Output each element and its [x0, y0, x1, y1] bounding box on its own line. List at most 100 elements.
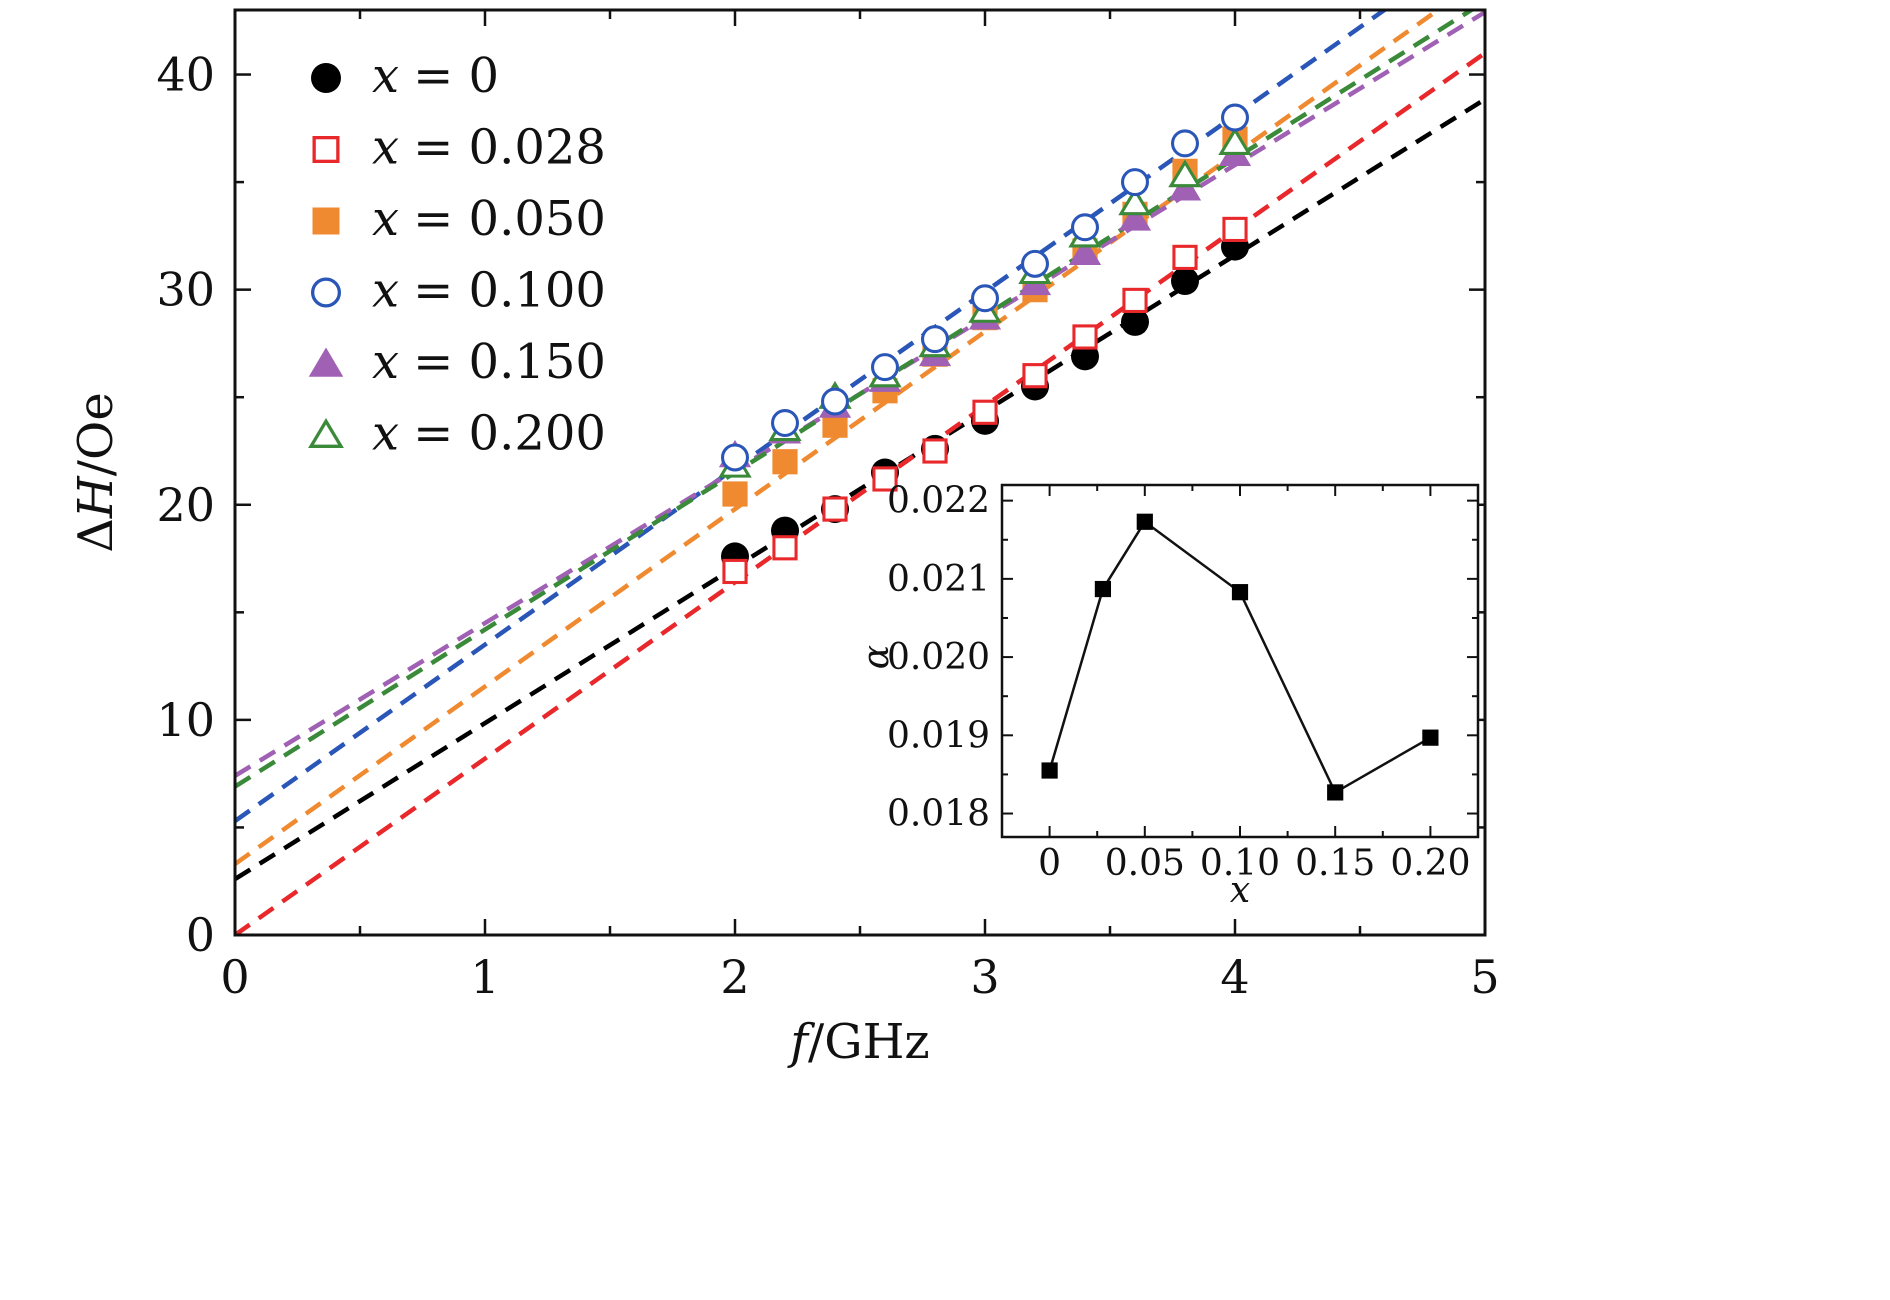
legend-label-series-3: x = 0.100: [372, 263, 606, 319]
fit-line-series-3: [235, 10, 1389, 823]
inset-y-label: α: [856, 645, 897, 669]
data-point-series-5: [1168, 159, 1202, 188]
y-tick-label: 40: [156, 48, 215, 102]
inset-x-tick-label: 0.15: [1295, 843, 1375, 884]
y-axis-var: H: [68, 475, 124, 519]
legend-var: x: [372, 263, 399, 319]
data-point-series-1: [972, 399, 998, 425]
inset-x-tick-label: 0.20: [1390, 843, 1470, 884]
legend-label-series-1: x = 0.028: [372, 120, 606, 176]
legend-label-series-4: x = 0.150: [372, 334, 606, 390]
inset-y-tick-label: 0.018: [887, 794, 990, 835]
legend-var: x: [372, 334, 399, 390]
data-point-series-4: [1068, 237, 1102, 265]
inset-x-label: x: [1230, 870, 1250, 911]
data-point-series-1: [1222, 216, 1248, 243]
legend-eq: = 0.050: [413, 191, 606, 247]
inset-y-tick-label: 0.020: [887, 637, 990, 678]
y-axis-delta: Δ: [68, 518, 124, 553]
inset-frame: [1000, 483, 1480, 839]
data-point-series-4: [1118, 203, 1152, 231]
legend-marker-series-2: [312, 207, 340, 235]
fit-line-series-2: [235, 10, 1442, 866]
data-point-series-1: [922, 438, 948, 464]
data-point-series-3: [1071, 213, 1100, 242]
legend-eq: = 0.100: [413, 263, 606, 319]
data-point-series-1: [1022, 363, 1048, 389]
y-tick-label: 10: [156, 693, 215, 747]
data-point-series-3: [920, 325, 949, 354]
data-point-series-1: [872, 466, 898, 492]
data-point-series-1: [822, 496, 848, 522]
legend-eq: = 0.200: [413, 406, 606, 462]
y-axis-label: ΔH/Oe: [68, 392, 124, 552]
data-point-series-1: [772, 535, 798, 561]
legend-var: x: [372, 48, 399, 104]
data-point-series-0: [1121, 307, 1149, 336]
data-point-series-0: [1171, 267, 1199, 296]
inset-points: [1041, 513, 1439, 801]
inset-y-tick-label: 0.019: [887, 715, 990, 756]
legend-label-series-0: x = 0: [372, 48, 499, 104]
data-point-series-3: [1171, 129, 1200, 158]
data-point-series-1: [1122, 287, 1148, 314]
tick-labels: 0 1 2 3 4 5 0 10 20 30 40: [156, 48, 1499, 1004]
data-point-series-3: [1020, 249, 1049, 278]
data-point-series-5: [1118, 187, 1152, 216]
data-point-series-3: [720, 443, 749, 472]
data-point-series-1: [722, 558, 748, 585]
x-tick-label: 3: [970, 950, 999, 1004]
data-point-series-3: [1121, 168, 1150, 197]
fit-line-series-0: [235, 97, 1485, 881]
x-tick-label: 0: [220, 950, 249, 1004]
x-tick-label: 1: [470, 950, 499, 1004]
inset-x-tick-label: 0.10: [1200, 843, 1280, 884]
data-point-series-3: [1221, 103, 1250, 132]
y-axis-unit: /Oe: [68, 392, 124, 476]
data-point-series-3: [770, 409, 799, 438]
legend-var: x: [372, 191, 399, 247]
data-point-series-3: [870, 353, 899, 382]
legend-eq: = 0: [413, 48, 499, 104]
data-point-series-1: [1072, 324, 1098, 350]
inset-y-tick-label: 0.022: [887, 481, 990, 522]
data-point-series-1: [1172, 244, 1198, 270]
legend-eq: = 0.150: [413, 334, 606, 390]
fit-line-series-1: [235, 51, 1485, 935]
inset-data-point: [1422, 729, 1439, 746]
y-tick-label: 0: [186, 908, 215, 962]
legend-var: x: [372, 406, 399, 462]
legend-eq: = 0.028: [413, 120, 606, 176]
legend-marker-series-0: [311, 63, 341, 93]
inset-data-point: [1094, 580, 1112, 598]
inset-y-tick-label: 0.021: [887, 559, 990, 600]
inset-data-point: [1231, 584, 1249, 601]
inset-tick-labels: 0 0.05 0.10 0.15 0.20 0.018 0.019 0.020 0.021 0.0…: [887, 481, 1471, 884]
data-points: [718, 103, 1252, 585]
legend-marker-series-4: [308, 347, 344, 377]
fit-line-series-5: [235, 10, 1476, 789]
data-point-series-2: [772, 449, 798, 475]
inset-data-point: [1327, 784, 1344, 801]
inset-x-tick-label: 0.05: [1105, 843, 1185, 884]
data-point-series-5: [1218, 127, 1252, 155]
legend-var: x: [372, 120, 399, 176]
inset-ticks: [1002, 485, 1478, 837]
x-tick-label: 2: [720, 950, 749, 1004]
y-tick-label: 20: [156, 478, 215, 532]
x-tick-label: 5: [1470, 950, 1499, 1004]
data-point-series-3: [970, 284, 999, 313]
legend-label-series-2: x = 0.050: [372, 191, 606, 247]
fit-lines: [235, 10, 1485, 935]
x-axis-unit: /GHz: [808, 1014, 930, 1070]
inset-chart: 0 0.05 0.10 0.15 0.20 0.018 0.019 0.020 0.021 0.0…: [856, 481, 1480, 911]
legend-marker-series-3: [310, 277, 341, 308]
data-point-series-3: [820, 387, 849, 416]
y-tick-label: 30: [156, 263, 215, 317]
legend-marker-series-1: [312, 135, 340, 163]
legend-label-series-5: x = 0.200: [372, 406, 606, 462]
data-point-series-2: [722, 481, 748, 507]
x-axis-label: f/GHz: [787, 1014, 929, 1070]
